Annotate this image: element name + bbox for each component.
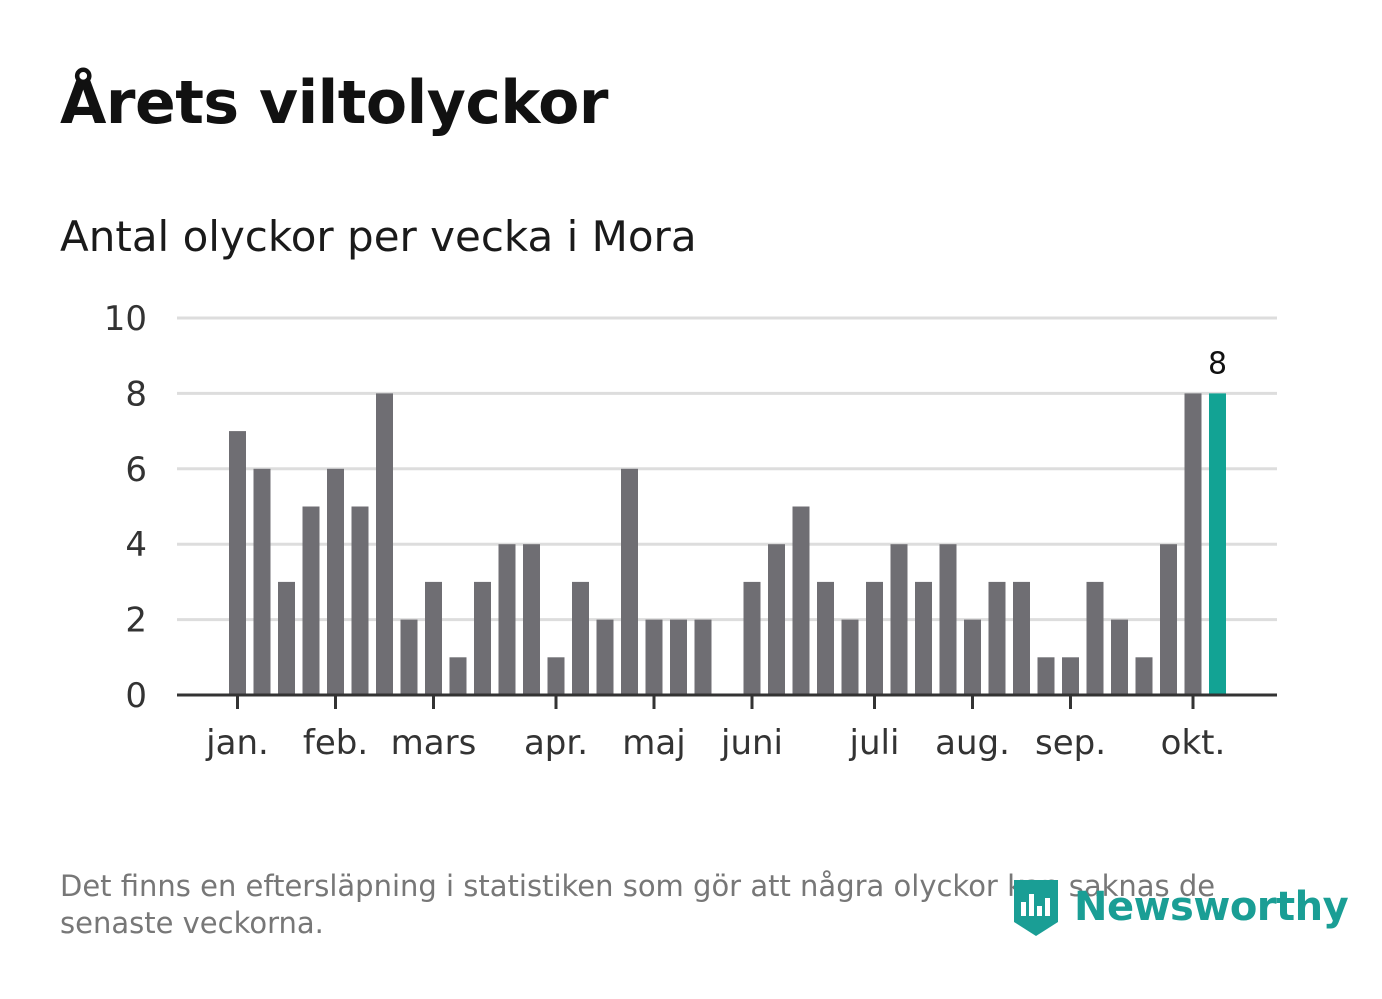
bar	[253, 468, 271, 695]
bar	[1013, 581, 1030, 695]
bar	[817, 581, 834, 695]
bar	[1037, 657, 1055, 695]
bar	[1062, 657, 1079, 695]
x-tick-label: maj	[622, 723, 685, 763]
bar	[890, 544, 908, 695]
x-tick-label: juni	[720, 723, 783, 763]
brand-logo: Newsworthy	[1010, 872, 1349, 942]
chart-subtitle: Antal olyckor per vecka i Mora	[60, 212, 697, 261]
bar	[302, 506, 320, 695]
bar	[376, 393, 393, 695]
bar	[1184, 393, 1202, 695]
x-tick-label: aug.	[935, 723, 1010, 763]
y-axis-ticks: 0 2 4 6 8 10	[104, 299, 147, 716]
bars	[229, 393, 1226, 695]
bar	[841, 619, 859, 695]
bar	[743, 581, 761, 695]
y-tick-label: 0	[125, 676, 147, 716]
bar	[792, 506, 810, 695]
bar	[400, 619, 418, 695]
x-tick-label: okt.	[1161, 723, 1226, 763]
bar	[988, 581, 1006, 695]
newsworthy-logo-icon	[1014, 880, 1058, 936]
chart-title: Årets viltolyckor	[60, 68, 609, 138]
x-tick-label: juli	[849, 723, 900, 763]
y-tick-label: 8	[125, 374, 147, 414]
x-tick-label: feb.	[303, 723, 368, 763]
bar	[768, 544, 785, 695]
data-labels: 8	[1208, 346, 1227, 381]
x-axis-ticks: jan. feb. mars apr. maj juni juli aug. sep. okt.	[205, 695, 1225, 763]
x-tick-label: apr.	[524, 723, 588, 763]
y-tick-label: 10	[104, 299, 147, 339]
bar	[596, 619, 614, 695]
bar	[449, 657, 467, 695]
bar	[1160, 544, 1177, 695]
bar	[498, 544, 516, 695]
bar	[670, 619, 687, 695]
bar	[645, 619, 663, 695]
y-tick-label: 6	[125, 450, 147, 490]
y-tick-label: 4	[125, 525, 147, 565]
bar	[621, 468, 638, 695]
bar	[229, 431, 246, 695]
bar	[866, 581, 883, 695]
bar	[425, 581, 442, 695]
highlight-bar	[1209, 393, 1226, 695]
highlight-value-label: 8	[1208, 346, 1227, 381]
bar	[474, 581, 491, 695]
bar	[572, 581, 589, 695]
bar	[939, 544, 957, 695]
bar	[1135, 657, 1153, 695]
brand-name: Newsworthy	[1074, 884, 1349, 930]
y-tick-label: 2	[125, 601, 147, 641]
bar	[351, 506, 369, 695]
x-tick-label: mars	[391, 723, 477, 763]
bar	[964, 619, 981, 695]
bar	[1111, 619, 1128, 695]
bar	[327, 468, 344, 695]
bar	[547, 657, 565, 695]
bar	[915, 581, 932, 695]
bar	[1086, 581, 1104, 695]
x-tick-label: sep.	[1035, 723, 1106, 763]
bar	[694, 619, 712, 695]
bar	[523, 544, 540, 695]
bar-chart: 0 2 4 6 8 10 jan. feb. mars apr. maj juni juli aug. s…	[104, 299, 1277, 763]
x-tick-label: jan.	[205, 723, 269, 763]
bar	[278, 581, 295, 695]
